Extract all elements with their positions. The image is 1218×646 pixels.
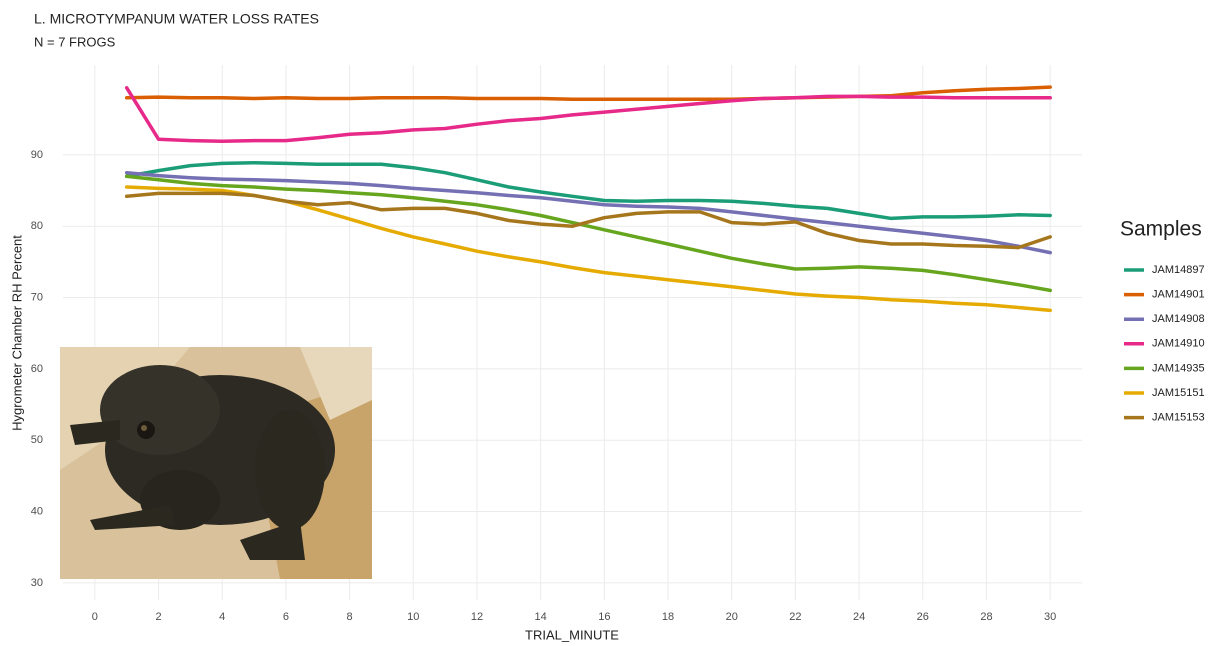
y-tick-label: 40 — [31, 505, 43, 517]
y-tick-label: 50 — [31, 434, 43, 446]
y-tick-label: 60 — [31, 363, 43, 375]
x-tick-label: 14 — [535, 611, 547, 623]
series-line — [124, 160, 1052, 221]
y-tick-label: 90 — [31, 149, 43, 161]
frog-photo — [60, 347, 372, 579]
series-line — [124, 170, 1052, 255]
y-tick-label: 30 — [31, 577, 43, 589]
x-tick-label: 24 — [853, 611, 865, 623]
x-tick-label: 18 — [662, 611, 674, 623]
x-tick-label: 26 — [917, 611, 929, 623]
x-tick-label: 22 — [789, 611, 801, 623]
legend-label: JAM14901 — [1152, 289, 1205, 301]
series-line — [124, 185, 1052, 313]
x-tick-label: 4 — [219, 611, 225, 623]
legend-label: JAM14935 — [1152, 362, 1205, 374]
legend-title: Samples — [1120, 218, 1202, 241]
x-tick-label: 0 — [92, 611, 98, 623]
x-tick-label: 6 — [283, 611, 289, 623]
legend-label: JAM15151 — [1152, 387, 1205, 399]
legend-label: JAM14910 — [1152, 338, 1205, 350]
x-tick-label: 12 — [471, 611, 483, 623]
series-line — [124, 86, 1052, 144]
y-tick-label: 80 — [31, 220, 43, 232]
x-tick-label: 8 — [347, 611, 353, 623]
series-line — [124, 85, 1052, 101]
series-line — [124, 174, 1052, 293]
legend: JAM14897 JAM14901 JAM14908 JAM14910 JAM14935… — [1124, 264, 1205, 424]
x-tick-label: 20 — [726, 611, 738, 623]
chart-title: L. MICROTYMPANUM WATER LOSS RATES — [34, 11, 319, 27]
lines — [124, 85, 1052, 313]
x-tick-label: 16 — [598, 611, 610, 623]
chart-subtitle: N = 7 FROGS — [34, 34, 116, 49]
x-tick-label: 28 — [980, 611, 992, 623]
legend-label: JAM14897 — [1152, 264, 1205, 276]
y-tick-label: 70 — [31, 291, 43, 303]
legend-label: JAM15153 — [1152, 412, 1205, 424]
x-tick-label: 10 — [407, 611, 419, 623]
x-axis-label: TRIAL_MINUTE — [525, 627, 619, 642]
legend-label: JAM14908 — [1152, 313, 1205, 325]
y-axis-label: Hygrometer Chamber RH Percent — [9, 235, 24, 431]
x-tick-label: 2 — [155, 611, 161, 623]
series-line — [124, 191, 1052, 250]
x-tick-label: 30 — [1044, 611, 1056, 623]
